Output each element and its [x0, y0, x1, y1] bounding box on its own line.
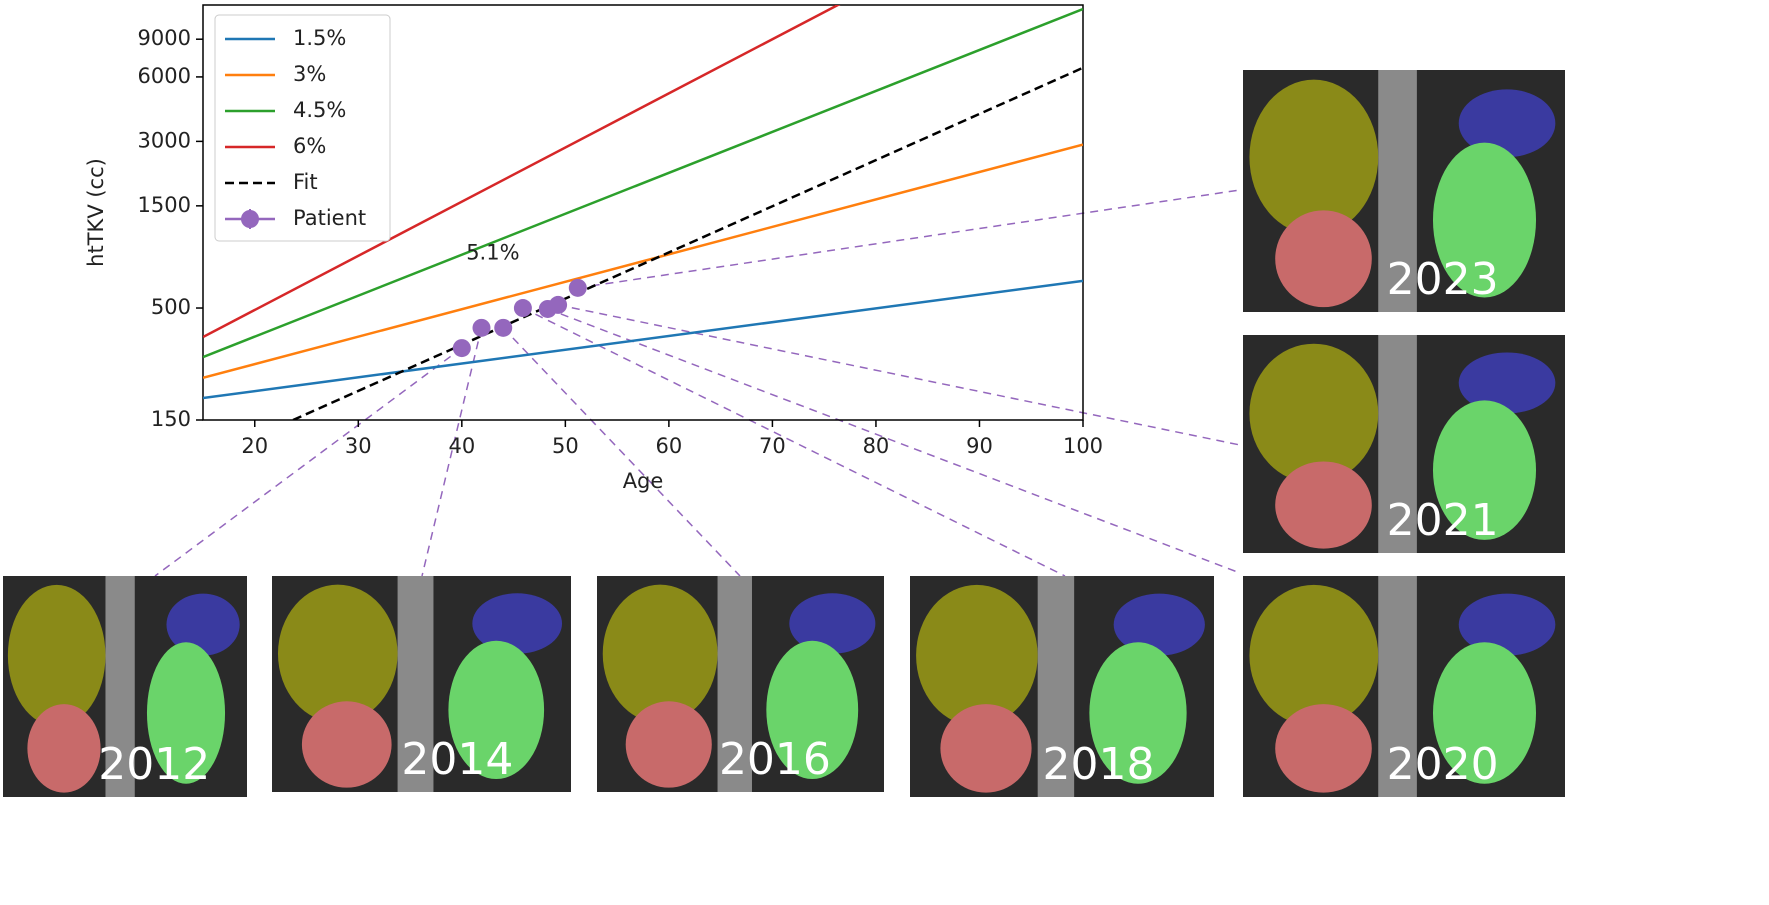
- spleen: [166, 593, 240, 656]
- scan-year: 2023: [1387, 254, 1499, 305]
- left-kidney: [1432, 400, 1537, 540]
- spleen: [1458, 352, 1556, 414]
- x-tick-label: 50: [552, 434, 579, 458]
- growth-line: [203, 143, 1083, 380]
- spine: [717, 576, 752, 792]
- scan-year: 2021: [1387, 495, 1499, 546]
- legend-box: [214, 14, 391, 242]
- growth-line: [203, 279, 1083, 400]
- connector: [421, 327, 483, 577]
- x-tick-label: 30: [345, 434, 372, 458]
- liver: [7, 584, 106, 727]
- spine: [1037, 576, 1075, 797]
- scan: 2012: [3, 576, 247, 797]
- patient-point: [513, 299, 532, 318]
- y-tick-label: 6000: [138, 64, 191, 88]
- connector: [577, 189, 1241, 289]
- spleen: [1458, 593, 1556, 656]
- growth-line: [203, 5, 841, 339]
- liver: [1249, 584, 1379, 727]
- right-kidney: [625, 701, 712, 788]
- liver: [602, 584, 718, 723]
- spine: [105, 576, 135, 797]
- y-axis-label: htTKV (cc): [84, 158, 108, 267]
- patient-point: [472, 318, 491, 337]
- spleen: [1113, 593, 1205, 656]
- left-kidney: [146, 642, 226, 784]
- left-kidney: [766, 640, 859, 780]
- y-tick-label: 9000: [138, 26, 191, 50]
- x-tick-label: 80: [863, 434, 890, 458]
- right-kidney: [940, 704, 1032, 793]
- spleen: [1458, 89, 1556, 158]
- legend-label: 1.5%: [293, 26, 346, 50]
- y-tick-label: 500: [151, 295, 191, 319]
- scan: 2014: [272, 576, 571, 792]
- patient-point: [494, 318, 513, 337]
- liver: [277, 584, 398, 723]
- legend-label: 4.5%: [293, 98, 346, 122]
- spleen: [472, 593, 563, 654]
- x-axis-label: Age: [623, 469, 664, 493]
- right-kidney: [27, 704, 101, 793]
- scan-year: 2014: [401, 734, 513, 785]
- liver: [1249, 79, 1379, 235]
- y-tick-label: 3000: [138, 128, 191, 152]
- spine: [1378, 70, 1417, 312]
- y-tick-label: 150: [151, 407, 191, 431]
- scan-year: 2018: [1042, 739, 1154, 790]
- legend-label: 6%: [293, 134, 326, 158]
- x-tick-label: 90: [966, 434, 993, 458]
- right-kidney: [1275, 210, 1372, 308]
- annotation: 5.1%: [466, 240, 519, 264]
- growth-line: [292, 66, 1083, 420]
- spine: [397, 576, 434, 792]
- patient-point: [452, 339, 471, 358]
- scan: 2016: [597, 576, 884, 792]
- scan: 2023: [1243, 70, 1565, 312]
- x-tick-label: 70: [759, 434, 786, 458]
- x-tick-label: 100: [1063, 434, 1103, 458]
- liver: [1249, 343, 1379, 484]
- scan-year: 2012: [98, 739, 210, 790]
- y-tick-label: 1500: [138, 193, 191, 217]
- left-kidney: [1089, 642, 1187, 784]
- legend-label: Fit: [293, 170, 318, 194]
- liver: [916, 584, 1038, 727]
- scan: 2018: [910, 576, 1214, 797]
- chart: 20 30 40 50 60 70 80 90 100 150 500 1500 3000 6000 900…: [84, 4, 1103, 493]
- scans: 2012 2014 2016 2018 2020 2021 2023: [3, 70, 1565, 797]
- plot-frame: [202, 4, 1084, 421]
- scan-year: 2016: [719, 734, 831, 785]
- scan-year: 2020: [1387, 739, 1499, 790]
- growth-line: [203, 7, 1083, 359]
- scan: 2021: [1243, 335, 1565, 553]
- left-kidney: [1432, 142, 1537, 298]
- x-tick-label: 60: [656, 434, 683, 458]
- patient-point: [549, 295, 568, 314]
- connector: [557, 304, 1241, 446]
- spleen: [789, 593, 876, 654]
- x-tick-label: 40: [448, 434, 475, 458]
- spine: [1378, 576, 1417, 797]
- legend-label: Patient: [293, 206, 366, 230]
- patient-point: [568, 278, 587, 297]
- connector: [502, 327, 741, 577]
- spine: [1378, 335, 1417, 553]
- connectors: [154, 189, 1241, 577]
- right-kidney: [1275, 704, 1372, 793]
- plot-area: [203, 5, 1083, 420]
- left-kidney: [1432, 642, 1537, 784]
- right-kidney: [301, 701, 392, 788]
- connector: [522, 307, 1066, 577]
- connector: [154, 347, 463, 577]
- right-kidney: [1275, 461, 1372, 549]
- x-tick-label: 20: [241, 434, 268, 458]
- legend-label: 3%: [293, 62, 326, 86]
- connector: [547, 308, 1241, 574]
- left-kidney: [448, 640, 545, 780]
- scan: 2020: [1243, 576, 1565, 797]
